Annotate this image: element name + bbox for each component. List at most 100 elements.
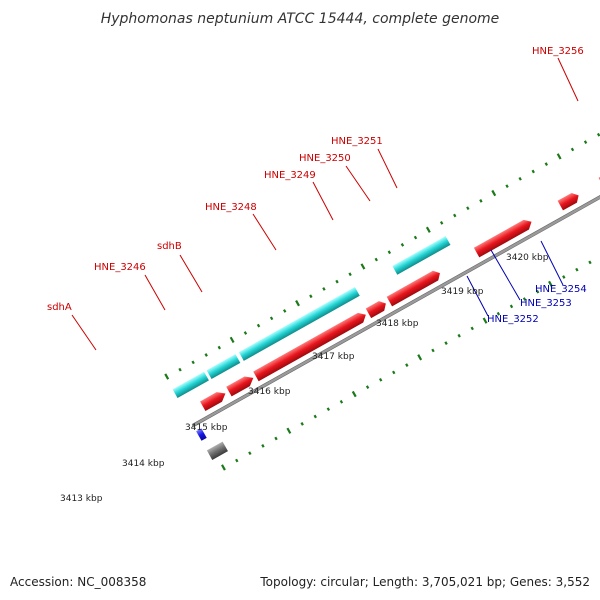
tick-mark <box>243 331 248 335</box>
tick-mark <box>457 333 461 338</box>
tick-mark <box>548 280 553 288</box>
genome-backbone <box>191 42 600 428</box>
gene-label: HNE_3254 <box>535 284 587 295</box>
tick-mark <box>374 257 378 262</box>
tick-mark <box>470 326 474 331</box>
tick-mark <box>575 267 579 272</box>
gene-label: HNE_3251 <box>331 136 383 147</box>
label-leader-line <box>179 254 203 293</box>
label-leader-line <box>377 148 398 189</box>
tick-mark <box>235 458 239 463</box>
gene-sdhB <box>386 270 440 307</box>
tick-mark <box>439 221 444 225</box>
gene-label: HNE_3246 <box>94 262 146 273</box>
tick-mark <box>583 140 588 144</box>
tick-mark <box>570 147 575 152</box>
tick-mark <box>417 354 423 361</box>
tick-mark <box>365 385 370 389</box>
label-leader-line <box>557 57 579 102</box>
tick-label: 3420 kbp <box>506 253 549 263</box>
tick-label: 3415 kbp <box>185 423 228 433</box>
gene-labels: sdhA HNE_3246 sdhB HNE_3248 HNE_3249 HNE_3250… <box>47 46 587 325</box>
tick-mark <box>221 464 226 471</box>
gene-label: sdhB <box>157 241 182 252</box>
tick-mark <box>204 353 208 357</box>
tick-mark <box>217 345 221 350</box>
tick-mark <box>479 198 483 203</box>
tick-mark <box>425 226 431 233</box>
label-leader-line <box>345 165 371 202</box>
tick-mark <box>522 297 527 301</box>
tick-mark <box>178 367 182 372</box>
tick-mark <box>351 390 357 398</box>
tick-labels: 3413 kbp 3414 kbp 3415 kbp 3416 kbp 3417 kbp… <box>60 253 549 504</box>
tick-label: 3417 kbp <box>312 352 355 362</box>
inner-tick-row <box>221 260 592 471</box>
gene-HNE_3249 <box>557 192 579 211</box>
tick-mark <box>229 336 235 344</box>
label-leader-line <box>540 240 564 286</box>
tick-mark <box>286 427 292 434</box>
gene-label: HNE_3253 <box>520 298 572 309</box>
tick-mark <box>466 206 470 211</box>
tick-label: 3414 kbp <box>122 459 165 469</box>
tick-mark <box>164 373 170 380</box>
tick-mark <box>596 132 600 137</box>
tick-mark <box>326 407 331 412</box>
tick-mark <box>431 348 435 353</box>
tick-mark <box>505 184 509 189</box>
tick-mark <box>482 317 488 324</box>
tick-mark <box>300 421 304 426</box>
tick-mark <box>588 260 592 265</box>
tick-mark <box>248 451 252 456</box>
tick-label: 3413 kbp <box>60 494 103 504</box>
gene-label: HNE_3248 <box>205 202 257 213</box>
tick-mark <box>413 235 418 240</box>
tick-mark <box>531 169 535 174</box>
gene-forward <box>200 392 226 412</box>
tick-mark <box>191 360 195 365</box>
tick-label: 3419 kbp <box>441 287 484 297</box>
tick-label: 3418 kbp <box>376 319 419 329</box>
label-leader-line <box>71 314 97 351</box>
tick-mark <box>405 363 409 367</box>
tick-mark <box>335 279 339 284</box>
feature-cyan <box>172 371 209 399</box>
tick-mark <box>453 213 457 218</box>
tick-mark <box>348 272 352 277</box>
tick-mark <box>283 309 287 313</box>
tick-mark <box>274 436 278 441</box>
accession-text: Accession: NC_008358 <box>10 575 146 589</box>
gene-HNE_3246 <box>365 301 386 319</box>
feature-cyan <box>206 354 241 379</box>
gene-reverse <box>196 428 207 441</box>
tick-mark <box>444 341 448 345</box>
tick-mark <box>295 300 300 307</box>
tick-mark <box>378 377 383 382</box>
label-leaders <box>71 57 579 351</box>
tick-mark <box>256 323 261 328</box>
genome-stats-text: Topology: circular; Length: 3,705,021 bp… <box>259 575 590 589</box>
tick-mark <box>535 289 540 294</box>
outer-tick-row <box>164 132 600 380</box>
gene-sdhA <box>253 312 366 382</box>
gene-label: HNE_3250 <box>299 153 351 164</box>
tick-mark <box>339 399 344 404</box>
tick-mark <box>261 444 265 448</box>
gene-label: sdhA <box>47 302 72 313</box>
label-leader-line <box>312 181 334 221</box>
tick-mark <box>518 176 522 181</box>
tick-mark <box>360 263 366 270</box>
label-leader-line <box>490 249 521 301</box>
feature-cyan-sdhA <box>238 287 360 361</box>
tick-mark <box>309 294 313 299</box>
tick-label: 3416 kbp <box>248 387 291 397</box>
tick-mark <box>400 243 405 247</box>
tick-mark <box>544 162 549 166</box>
gene-forward <box>226 376 254 397</box>
tick-mark <box>269 316 274 321</box>
tick-mark <box>562 275 566 279</box>
tick-mark <box>509 304 514 309</box>
feature-cyan-sdhB <box>392 236 451 275</box>
